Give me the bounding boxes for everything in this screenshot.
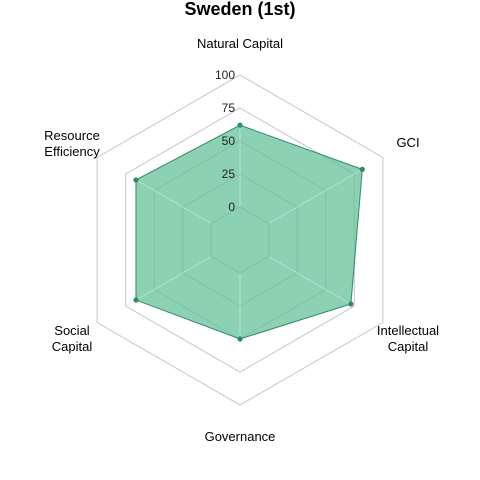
tick-label: 75: [222, 101, 236, 115]
tick-label: 50: [222, 134, 236, 148]
data-point-2: [360, 167, 365, 172]
axis-label-2: GCI: [396, 135, 419, 150]
axis-label-6: Resource Efficiency: [44, 128, 100, 159]
tick-label: 0: [228, 200, 235, 214]
series-area: [136, 125, 362, 339]
chart-title: Sweden (1st): [184, 0, 295, 19]
data-point-6: [133, 177, 138, 182]
tick-label: 25: [222, 167, 236, 181]
axis-label-3: Intellectual Capital: [377, 323, 439, 354]
tick-label: 100: [215, 68, 235, 82]
axis-label-4: Governance: [205, 429, 276, 444]
data-point-3: [348, 301, 353, 306]
data-point-4: [237, 336, 242, 341]
axis-label-1: Natural Capital: [197, 36, 283, 51]
series-layer: [133, 123, 365, 342]
axis-label-5: Social Capital: [52, 323, 93, 354]
data-point-1: [237, 123, 242, 128]
data-point-5: [133, 297, 138, 302]
